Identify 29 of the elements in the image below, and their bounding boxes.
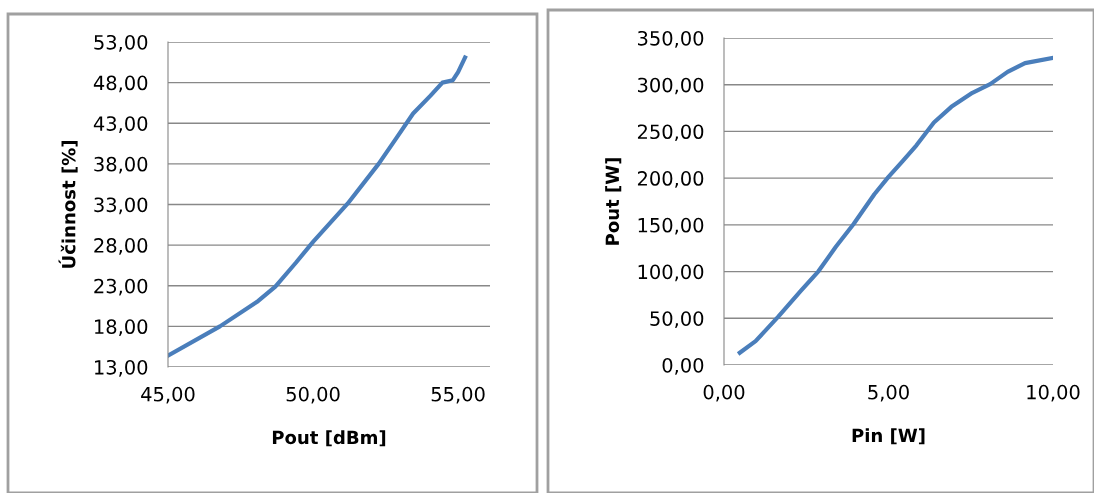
line-series	[168, 55, 468, 358]
x-tick-label: 45,00	[141, 386, 195, 404]
y-tick-label: 350,00	[638, 30, 704, 48]
y-tick-label: 28,00	[94, 238, 148, 255]
y-tick-label: 0,00	[662, 357, 704, 375]
y-tick-label: 33,00	[94, 197, 148, 215]
y-tick-label: 100,00	[638, 264, 704, 282]
x-tick-label: 10,00	[1027, 384, 1080, 402]
y-tick-label: 18,00	[95, 319, 148, 337]
x-tick-label: 55,00	[431, 386, 485, 404]
y-axis-title: Účinnost [%]	[58, 141, 78, 268]
x-axis-title: Pout [dBm]	[272, 430, 386, 447]
line-series	[737, 55, 1053, 355]
y-tick-label: 300,00	[638, 77, 704, 95]
x-axis-title: Pin [W]	[852, 428, 925, 445]
y-tick-label: 23,00	[94, 278, 148, 296]
y-axis-title: Pout [W]	[605, 158, 622, 245]
y-tick-label: 250,00	[637, 124, 704, 142]
y-tick-label: 50,00	[650, 311, 704, 328]
y-tick-label: 48,00	[93, 75, 148, 93]
y-tick-label: 200,00	[637, 171, 704, 188]
y-tick-label: 53,00	[94, 34, 148, 52]
y-tick-label: 13,00	[95, 359, 148, 377]
x-tick-label: 5,00	[868, 384, 909, 402]
x-tick-label: 50,00	[286, 386, 340, 404]
y-tick-label: 150,00	[638, 217, 704, 235]
x-tick-label: 0,00	[703, 384, 745, 402]
y-tick-label: 43,00	[93, 116, 148, 133]
y-tick-label: 38,00	[94, 156, 148, 174]
